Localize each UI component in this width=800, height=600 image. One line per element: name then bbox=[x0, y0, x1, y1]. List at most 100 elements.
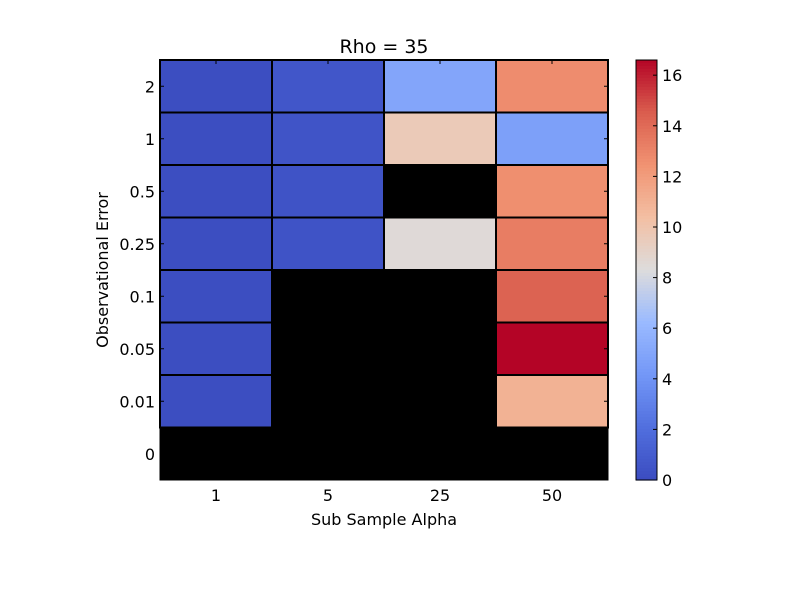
colorbar-tick-label: 16 bbox=[662, 66, 682, 85]
y-axis-ticks: 2 1 0.5 0.25 0.1 0.05 0.01 0 bbox=[119, 77, 608, 464]
colorbar-strip bbox=[636, 414, 657, 418]
colorbar-strip bbox=[636, 345, 657, 349]
heatmap-cell bbox=[159, 321, 273, 376]
x-tick-label: 1 bbox=[211, 486, 221, 505]
colorbar-strip bbox=[636, 81, 657, 85]
colorbar-strip bbox=[636, 237, 657, 241]
colorbar-strip bbox=[636, 399, 657, 403]
plot-frame bbox=[159, 59, 609, 481]
colorbar-tick-label: 14 bbox=[662, 117, 682, 136]
colorbar-strip bbox=[636, 450, 657, 454]
colorbar-strip bbox=[636, 153, 657, 157]
colorbar-strip bbox=[636, 348, 657, 352]
colorbar-tick-label: 10 bbox=[662, 218, 682, 237]
colorbar-strip bbox=[636, 147, 657, 151]
colorbar-strip bbox=[636, 360, 657, 364]
heatmap-cell bbox=[159, 59, 273, 114]
colorbar-strip bbox=[636, 477, 657, 481]
colorbar-strip bbox=[636, 114, 657, 118]
colorbar-strip bbox=[636, 357, 657, 361]
colorbar-strip bbox=[636, 249, 657, 253]
colorbar-strip bbox=[636, 351, 657, 355]
colorbar-strip bbox=[636, 222, 657, 226]
colorbar-strip bbox=[636, 219, 657, 223]
colorbar-strip bbox=[636, 390, 657, 394]
colorbar-strip bbox=[636, 138, 657, 142]
colorbar-strip bbox=[636, 240, 657, 244]
colorbar-strip bbox=[636, 207, 657, 211]
colorbar-strip bbox=[636, 132, 657, 136]
colorbar-strip bbox=[636, 162, 657, 166]
heatmap-cell bbox=[271, 59, 385, 114]
colorbar-strip bbox=[636, 213, 657, 217]
colorbar-strip bbox=[636, 468, 657, 472]
colorbar-strip bbox=[636, 126, 657, 130]
y-tick-label: 1 bbox=[145, 130, 155, 149]
colorbar-strip bbox=[636, 69, 657, 73]
colorbar-strip bbox=[636, 168, 657, 172]
colorbar-strip bbox=[636, 393, 657, 397]
colorbar-strip bbox=[636, 282, 657, 286]
colorbar-tick-label: 0 bbox=[662, 471, 672, 490]
heatmap-cell bbox=[159, 374, 273, 429]
colorbar-strip bbox=[636, 471, 657, 475]
colorbar-strip bbox=[636, 306, 657, 310]
colorbar-strip bbox=[636, 354, 657, 358]
colorbar-strip bbox=[636, 171, 657, 175]
colorbar-strip bbox=[636, 204, 657, 208]
colorbar-tick-label: 4 bbox=[662, 370, 672, 389]
colorbar-strip bbox=[636, 342, 657, 346]
colorbar-strip bbox=[636, 276, 657, 280]
colorbar-tick-label: 12 bbox=[662, 167, 682, 186]
colorbar-strip bbox=[636, 264, 657, 268]
colorbar: 0 2 4 6 8 10 12 14 16 bbox=[635, 59, 682, 490]
colorbar-strip bbox=[636, 426, 657, 430]
colorbar-strip bbox=[636, 456, 657, 460]
colorbar-strip bbox=[636, 156, 657, 160]
colorbar-strip bbox=[636, 117, 657, 121]
colorbar-strip bbox=[636, 363, 657, 367]
colorbar-tick-label: 8 bbox=[662, 269, 672, 288]
colorbar-strip bbox=[636, 429, 657, 433]
colorbar-strip bbox=[636, 228, 657, 232]
heatmap-cell bbox=[159, 164, 273, 219]
colorbar-strip bbox=[636, 120, 657, 124]
colorbar-strip bbox=[636, 96, 657, 100]
heatmap-cell bbox=[495, 216, 609, 271]
colorbar-strip bbox=[636, 192, 657, 196]
heatmap-cell bbox=[159, 216, 273, 271]
colorbar-strip bbox=[636, 312, 657, 316]
colorbar-strip bbox=[636, 432, 657, 436]
heatmap-cells bbox=[159, 59, 609, 480]
colorbar-strip bbox=[636, 465, 657, 469]
y-tick-label: 0.1 bbox=[130, 287, 155, 306]
colorbar-strip bbox=[636, 333, 657, 337]
heatmap-cell bbox=[159, 111, 273, 166]
heatmap-cell bbox=[495, 321, 609, 376]
colorbar-strip bbox=[636, 186, 657, 190]
colorbar-frame bbox=[635, 59, 658, 481]
colorbar-strip bbox=[636, 141, 657, 145]
colorbar-strip bbox=[636, 84, 657, 88]
colorbar-strip bbox=[636, 135, 657, 139]
x-axis-label: Sub Sample Alpha bbox=[311, 510, 457, 529]
colorbar-strip bbox=[636, 375, 657, 379]
colorbar-strip bbox=[636, 411, 657, 415]
y-tick-label: 0.25 bbox=[119, 235, 155, 254]
colorbar-strip bbox=[636, 321, 657, 325]
colorbar-strip bbox=[636, 180, 657, 184]
colorbar-strip bbox=[636, 78, 657, 82]
colorbar-strip bbox=[636, 462, 657, 466]
colorbar-strip bbox=[636, 261, 657, 265]
colorbar-strip bbox=[636, 102, 657, 106]
colorbar-strip bbox=[636, 315, 657, 319]
colorbar-strip bbox=[636, 165, 657, 169]
heatmap-cell bbox=[271, 164, 385, 219]
colorbar-strip bbox=[636, 216, 657, 220]
colorbar-strip bbox=[636, 336, 657, 340]
x-axis-ticks: 1 5 25 50 bbox=[211, 60, 562, 505]
y-tick-label: 0 bbox=[145, 445, 155, 464]
colorbar-strip bbox=[636, 285, 657, 289]
colorbar-strip bbox=[636, 435, 657, 439]
